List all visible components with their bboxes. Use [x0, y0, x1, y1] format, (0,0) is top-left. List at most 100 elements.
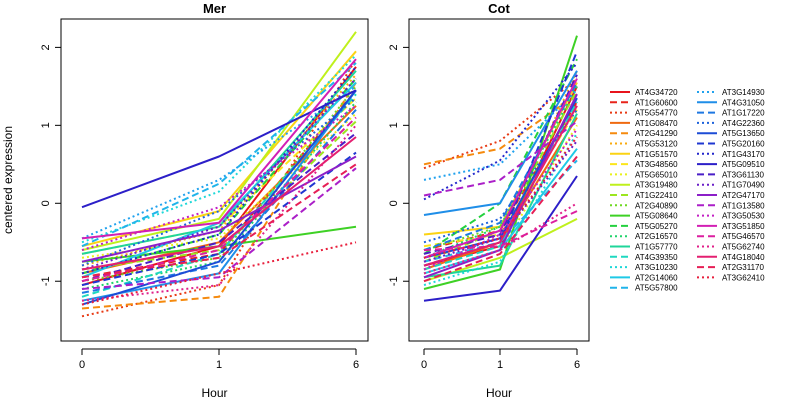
legend-label: AT1G60600 — [635, 98, 678, 107]
series-line — [81, 105, 357, 275]
legend-label: AT5G54770 — [635, 109, 678, 118]
series-line — [81, 124, 357, 302]
legend-label: AT5G20160 — [722, 140, 765, 149]
legend-label: AT5G65010 — [635, 170, 678, 179]
series-line — [423, 132, 578, 287]
series-line — [423, 109, 578, 244]
x-tick-label: 6 — [353, 359, 359, 371]
series-line — [423, 105, 578, 267]
legend-label: AT1G70490 — [722, 181, 765, 190]
legend-label: AT1G08470 — [635, 119, 678, 128]
series-line — [81, 163, 357, 279]
y-tick-label: 1 — [40, 122, 52, 128]
y-tick-label: 2 — [40, 44, 52, 50]
series-line — [81, 58, 357, 318]
series-line — [423, 93, 578, 166]
series-line — [81, 167, 357, 290]
x-tick-label: 0 — [421, 359, 427, 371]
legend-label: AT5G53120 — [635, 140, 678, 149]
series-line — [81, 132, 357, 283]
series-line — [81, 136, 357, 271]
x-tick-label: 0 — [79, 359, 85, 371]
legend-label: AT3G62410 — [722, 273, 765, 282]
series-line — [423, 120, 578, 197]
legend-label: AT2G31170 — [722, 263, 765, 272]
series-line — [81, 155, 357, 263]
legend-label: AT2G14060 — [635, 273, 678, 282]
series-line — [81, 89, 357, 306]
legend-label: AT3G48560 — [635, 160, 678, 169]
panel-frame-0 — [60, 18, 369, 342]
legend-label: AT1G43170 — [722, 150, 765, 159]
series-line — [423, 89, 578, 181]
y-tick-label: -1 — [388, 276, 400, 286]
y-axis-title: centered expression — [1, 126, 15, 234]
series-line — [81, 97, 357, 267]
series-line — [81, 93, 357, 298]
series-line — [423, 93, 578, 279]
legend-label: AT4G34720 — [635, 88, 678, 97]
legend-label: AT2G41290 — [635, 129, 678, 138]
legend-label: AT5G57800 — [635, 284, 678, 293]
legend-label: AT3G19480 — [635, 181, 678, 190]
series-line — [423, 62, 578, 201]
legend-label: AT3G10230 — [635, 263, 678, 272]
y-tick-label: 2 — [388, 44, 400, 50]
legend-label: AT4G18040 — [722, 253, 765, 262]
series-line — [81, 101, 357, 290]
series-line — [81, 81, 357, 310]
series-line — [423, 210, 578, 252]
legend-label: AT5G46570 — [722, 232, 765, 241]
panel-title: Cot — [488, 1, 510, 16]
legend-label: AT4G22360 — [722, 119, 765, 128]
legend-label: AT5G09510 — [722, 160, 765, 169]
legend-label: AT5G13650 — [722, 129, 765, 138]
legend-label: AT2G40890 — [635, 201, 678, 210]
series-line — [423, 136, 578, 259]
legend-label: AT4G39350 — [635, 253, 678, 262]
series-line — [423, 202, 578, 275]
y-tick-label: 0 — [388, 200, 400, 206]
series-line — [423, 175, 578, 302]
legend-label: AT5G05270 — [635, 222, 678, 231]
series-line — [81, 241, 357, 306]
series-line — [81, 85, 357, 283]
series-line — [423, 74, 578, 255]
legend-label: AT3G51850 — [722, 222, 765, 231]
legend-label: AT5G62740 — [722, 243, 765, 252]
legend-label: AT1G57770 — [635, 243, 678, 252]
legend-label: AT1G17220 — [722, 109, 765, 118]
x-tick-label: 1 — [216, 359, 222, 371]
legend-label: AT5G08640 — [635, 212, 678, 221]
series-line — [81, 58, 357, 240]
x-tick-label: 6 — [574, 359, 580, 371]
legend-label: AT3G50530 — [722, 212, 765, 221]
series-line — [81, 50, 357, 248]
x-axis-title: Hour — [486, 386, 512, 400]
x-tick-label: 1 — [497, 359, 503, 371]
legend-label: AT4G31050 — [722, 98, 765, 107]
legend-label: AT1G13580 — [722, 201, 765, 210]
series-line — [81, 66, 357, 275]
legend-label: AT3G61130 — [722, 170, 765, 179]
series-line — [81, 151, 357, 287]
panel-title: Mer — [203, 1, 226, 16]
legend-label: AT1G22410 — [635, 191, 678, 200]
series-line — [423, 140, 578, 263]
y-tick-label: 0 — [40, 200, 52, 206]
series-line — [81, 120, 357, 271]
x-axis-title: Hour — [201, 386, 227, 400]
series-line — [81, 54, 357, 244]
panel-frame-1 — [408, 18, 590, 342]
series-line — [81, 62, 357, 248]
series-line — [423, 128, 578, 271]
legend-label: AT1G51570 — [635, 150, 678, 159]
legend-label: AT2G47170 — [722, 191, 765, 200]
y-tick-label: 1 — [388, 122, 400, 128]
series-line — [81, 81, 357, 279]
legend-label: AT3G14930 — [722, 88, 765, 97]
series-line — [423, 70, 578, 216]
series-line — [423, 155, 578, 283]
